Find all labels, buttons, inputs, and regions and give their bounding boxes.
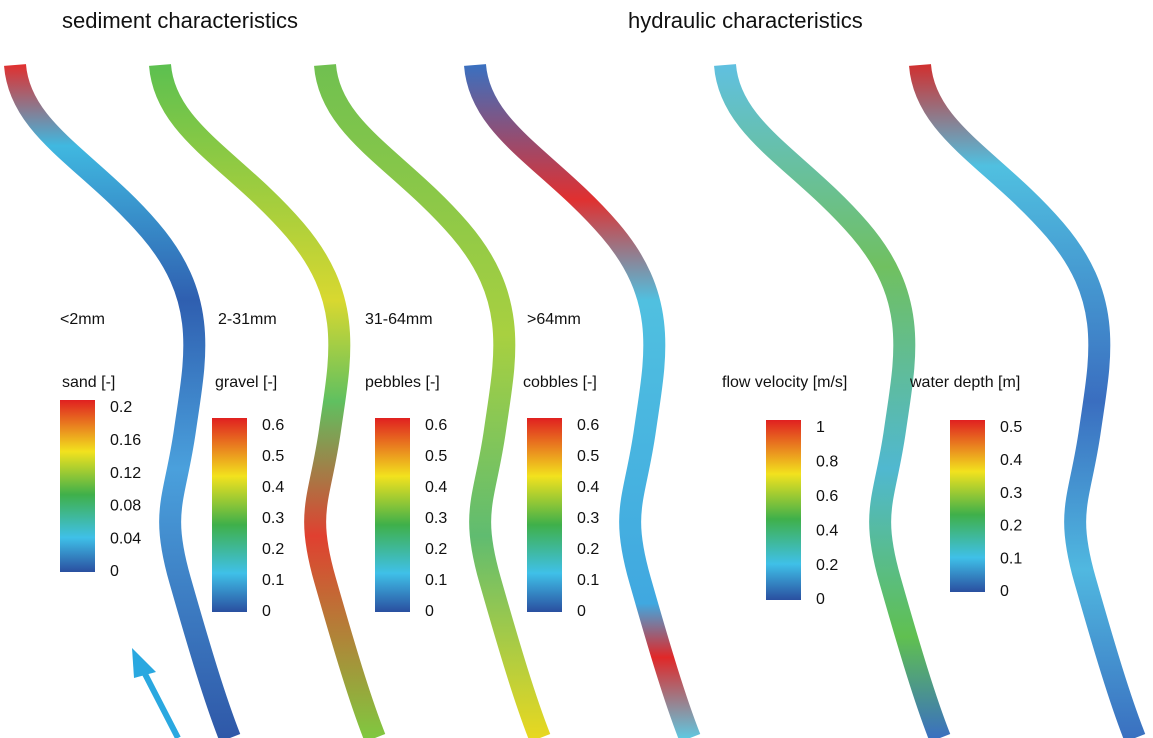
section-title: sediment characteristics [62,8,298,33]
colorbar-tick-label: 0.2 [577,541,599,558]
colorbar-tick-label: 0 [110,563,119,580]
colorbar-label: water depth [m] [909,374,1020,391]
colorbar-tick-label: 0 [1000,583,1009,600]
colorbar-tick-label: 0.4 [1000,452,1022,469]
colorbar-label: flow velocity [m/s] [722,374,847,391]
river-map [725,65,940,738]
rivers [15,65,1135,738]
colorbar-tick-label: 0.08 [110,498,141,515]
colorbar-tick-label: 0.4 [577,479,599,496]
colorbar-tick-label: 0.6 [425,417,447,434]
size-class-label: 31-64mm [365,311,433,328]
colorbar-label: gravel [-] [215,374,277,391]
colorbar-tick-label: 0.04 [110,530,141,547]
river-map [325,65,540,738]
colorbar-tick-label: 0.3 [262,510,284,527]
colorbar [527,418,562,612]
size-class-label: >64mm [527,311,581,328]
colorbar-tick-label: 0.1 [1000,550,1022,567]
colorbar-tick-label: 0.3 [1000,485,1022,502]
colorbar-tick-label: 0.12 [110,465,141,482]
colorbar-tick-label: 0.8 [816,454,838,471]
colorbar-tick-label: 0.2 [262,541,284,558]
colorbar-tick-label: 0.6 [262,417,284,434]
colorbar-tick-label: 0.4 [262,479,284,496]
colorbar-tick-label: 0.5 [1000,419,1022,436]
colorbar-tick-label: 0 [816,591,825,608]
colorbar [212,418,247,612]
colorbar-tick-label: 0.2 [110,399,132,416]
colorbar-tick-label: 0.2 [816,557,838,574]
colorbar-tick-label: 0.3 [425,510,447,527]
colorbar-tick-label: 0.2 [425,541,447,558]
colorbar-tick-label: 0 [262,603,271,620]
river-map [920,65,1135,738]
colorbar-tick-label: 0.4 [425,479,447,496]
flow-arrow [132,648,181,738]
colorbar-tick-label: 0.1 [262,572,284,589]
colorbar-tick-label: 0.3 [577,510,599,527]
section-title: hydraulic characteristics [628,8,863,33]
colorbar-tick-label: 0.5 [425,448,447,465]
colorbar-label: cobbles [-] [523,374,597,391]
colorbar [950,420,985,592]
colorbar [766,420,801,600]
colorbar [375,418,410,612]
colorbar-tick-label: 0.1 [577,572,599,589]
colorbar-tick-label: 0.6 [577,417,599,434]
colorbar-tick-label: 0.16 [110,432,141,449]
colorbar-label: pebbles [-] [365,374,440,391]
colorbar-tick-label: 0.2 [1000,518,1022,535]
colorbar-tick-label: 0.6 [816,488,838,505]
colorbar-label: sand [-] [62,374,115,391]
colorbar [60,400,95,572]
colorbar-tick-label: 1 [816,419,825,436]
size-class-label: 2-31mm [218,311,277,328]
colorbar-tick-label: 0.5 [577,448,599,465]
colorbar-tick-label: 0.5 [262,448,284,465]
colorbar-tick-label: 0.4 [816,522,838,539]
size-class-label: <2mm [60,311,105,328]
colorbar-tick-label: 0 [577,603,586,620]
colorbar-tick-label: 0.1 [425,572,447,589]
colorbar-tick-label: 0 [425,603,434,620]
